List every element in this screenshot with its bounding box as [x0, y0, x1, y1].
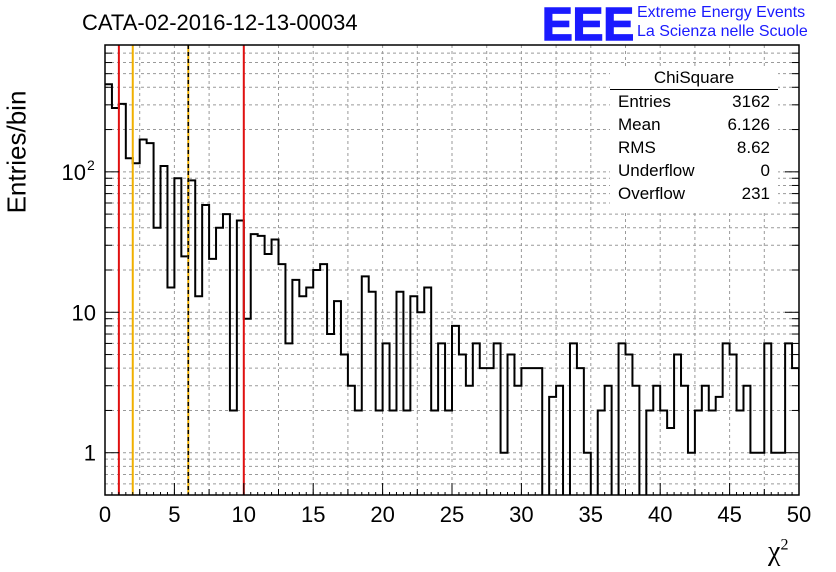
logo-line-2: La Scienza nelle Scuole [637, 23, 808, 40]
stats-label: RMS [618, 138, 656, 157]
x-tick-label: 50 [787, 502, 811, 527]
stats-value: 8.62 [736, 138, 770, 157]
x-axis-label-text: χ [768, 536, 781, 567]
stats-row: Entries 3162 [618, 92, 770, 114]
stats-value: 6.126 [727, 115, 770, 134]
chart-title: CATA-02-2016-12-13-00034 [82, 10, 358, 35]
logo-tagline: Extreme Energy Events La Scienza nelle S… [637, 3, 808, 41]
x-tick-label: 5 [168, 502, 180, 527]
x-tick-label: 20 [370, 502, 394, 527]
stats-label: Entries [618, 92, 671, 111]
y-axis-label: Entries/bin [2, 91, 32, 214]
y-tick-label-exponent: 2 [87, 157, 95, 173]
x-axis-label: χ2 [768, 536, 788, 568]
reference-lines [117, 45, 245, 495]
logo-line-1: Extreme Energy Events [637, 4, 806, 21]
x-tick-label: 25 [440, 502, 464, 527]
stats-box: ChiSquare Entries 3162 Mean 6.126 RMS 8.62 … [610, 66, 778, 210]
y-tick-label: 1 [84, 441, 96, 466]
x-tick-label: 45 [717, 502, 741, 527]
stats-row: RMS 8.62 [618, 138, 770, 160]
axis-ticks [104, 44, 800, 495]
x-tick-labels: 0 5 10 15 20 25 30 35 40 45 50 [99, 502, 811, 527]
stats-value: 0 [760, 161, 770, 180]
x-tick-label: 30 [509, 502, 533, 527]
histogram-outline [105, 83, 799, 495]
histogram [105, 83, 799, 495]
x-tick-label: 15 [301, 502, 325, 527]
stats-title: ChiSquare [653, 68, 735, 87]
x-tick-label: 10 [232, 502, 256, 527]
y-tick-label: 10 [62, 160, 86, 185]
x-tick-label: 40 [648, 502, 672, 527]
stats-label: Underflow [618, 161, 695, 180]
logo-letters: EEE [542, 2, 634, 46]
stats-divider [610, 89, 778, 90]
stats-value: 3162 [732, 92, 770, 111]
x-tick-label: 0 [99, 502, 111, 527]
stats-row: Underflow 0 [618, 161, 770, 183]
x-tick-label: 35 [579, 502, 603, 527]
stats-value: 231 [741, 184, 770, 203]
y-tick-label: 10 [72, 300, 96, 325]
y-axis-label-text: Entries/bin [1, 90, 32, 214]
stats-row: Mean 6.126 [618, 115, 770, 137]
stats-row: Overflow 231 [618, 184, 770, 206]
eee-logo: EEE [542, 2, 635, 46]
x-axis-label-superscript: 2 [780, 536, 789, 554]
stats-label: Overflow [618, 184, 686, 203]
stats-label: Mean [618, 115, 661, 134]
